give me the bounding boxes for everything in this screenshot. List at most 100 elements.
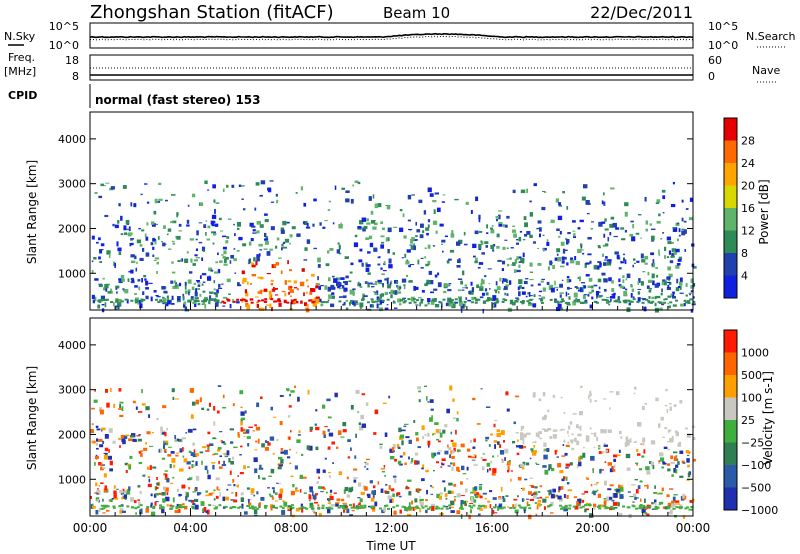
range-cell xyxy=(328,506,332,509)
range-cell xyxy=(377,481,380,485)
range-cell xyxy=(566,494,569,499)
range-cell xyxy=(162,486,166,491)
range-cell xyxy=(592,490,595,494)
range-cell xyxy=(385,484,388,486)
range-cell xyxy=(278,498,283,500)
range-cell xyxy=(388,485,391,490)
range-cell xyxy=(450,450,453,455)
range-cell xyxy=(218,217,222,221)
range-cell xyxy=(237,506,241,509)
range-cell xyxy=(516,269,521,273)
colorbar-segment xyxy=(724,253,737,276)
range-cell xyxy=(515,445,520,448)
range-cell xyxy=(499,444,502,448)
range-cell xyxy=(350,506,354,509)
range-cell xyxy=(241,198,244,200)
range-cell xyxy=(465,503,468,506)
range-cell xyxy=(531,448,534,453)
range-cell xyxy=(301,268,305,272)
range-cell xyxy=(440,507,444,510)
range-cell xyxy=(538,295,541,297)
range-cell xyxy=(352,503,355,509)
range-cell xyxy=(429,417,433,422)
range-cell xyxy=(196,230,199,236)
range-cell xyxy=(114,224,119,229)
range-cell xyxy=(295,507,300,512)
range-cell xyxy=(546,281,550,285)
range-cell xyxy=(224,505,228,508)
range-cell xyxy=(258,467,264,470)
range-cell xyxy=(618,297,621,302)
range-cell xyxy=(404,423,409,425)
range-cell xyxy=(490,244,495,250)
range-cell xyxy=(326,250,330,254)
range-cell xyxy=(419,302,422,307)
range-cell xyxy=(667,429,672,432)
range-cell xyxy=(451,230,454,235)
range-cell xyxy=(280,229,285,234)
range-cell xyxy=(162,242,166,247)
range-cell xyxy=(259,249,263,251)
range-cell xyxy=(172,476,175,479)
range-cell xyxy=(108,428,113,433)
range-cell xyxy=(501,268,504,272)
range-cell xyxy=(683,229,687,234)
range-cell xyxy=(328,294,332,299)
range-cell xyxy=(253,257,256,262)
range-cell xyxy=(447,289,452,292)
range-cell xyxy=(153,210,157,215)
range-cell xyxy=(509,506,513,509)
range-cell xyxy=(599,469,602,474)
range-cell xyxy=(470,301,474,304)
range-cell xyxy=(350,447,352,451)
range-cell xyxy=(93,256,97,260)
range-cell xyxy=(497,443,500,446)
range-cell xyxy=(426,232,429,236)
range-cell xyxy=(495,301,499,304)
range-cell xyxy=(374,501,378,507)
range-cell xyxy=(326,491,328,494)
range-cell xyxy=(152,246,155,250)
range-cell xyxy=(316,481,319,484)
range-cell xyxy=(526,501,529,507)
range-cell xyxy=(306,291,308,294)
range-cell xyxy=(443,487,446,492)
range-cell xyxy=(106,489,109,493)
range-cell xyxy=(523,506,527,509)
range-cell xyxy=(505,495,509,497)
range-cell xyxy=(113,506,116,509)
range-cell xyxy=(343,281,346,284)
range-cell xyxy=(624,202,629,207)
range-cell xyxy=(411,458,414,463)
range-cell xyxy=(95,425,99,428)
range-cell xyxy=(171,194,176,196)
range-cell xyxy=(295,192,298,194)
range-cell xyxy=(437,450,443,452)
range-cell xyxy=(463,243,468,246)
range-cell xyxy=(402,301,406,304)
range-cell xyxy=(496,245,500,249)
range-cell xyxy=(590,285,594,289)
range-cell xyxy=(105,509,110,512)
range-cell xyxy=(433,288,438,291)
range-cell xyxy=(313,198,317,202)
range-cell xyxy=(504,224,508,228)
range-cell xyxy=(300,300,303,304)
range-cell xyxy=(563,476,566,480)
range-cell xyxy=(279,505,283,508)
range-cell xyxy=(566,482,570,485)
range-cell xyxy=(152,466,157,469)
range-cell xyxy=(217,269,221,274)
range-cell xyxy=(142,474,146,477)
range-cell xyxy=(470,491,474,494)
range-cell xyxy=(416,460,420,465)
range-cell xyxy=(327,428,330,432)
range-cell xyxy=(601,272,606,276)
range-cell xyxy=(216,289,219,294)
range-cell xyxy=(452,301,457,305)
range-cell xyxy=(100,295,106,301)
range-cell xyxy=(425,263,429,267)
range-cell xyxy=(172,286,177,290)
range-cell xyxy=(637,485,641,490)
range-cell xyxy=(472,504,476,507)
